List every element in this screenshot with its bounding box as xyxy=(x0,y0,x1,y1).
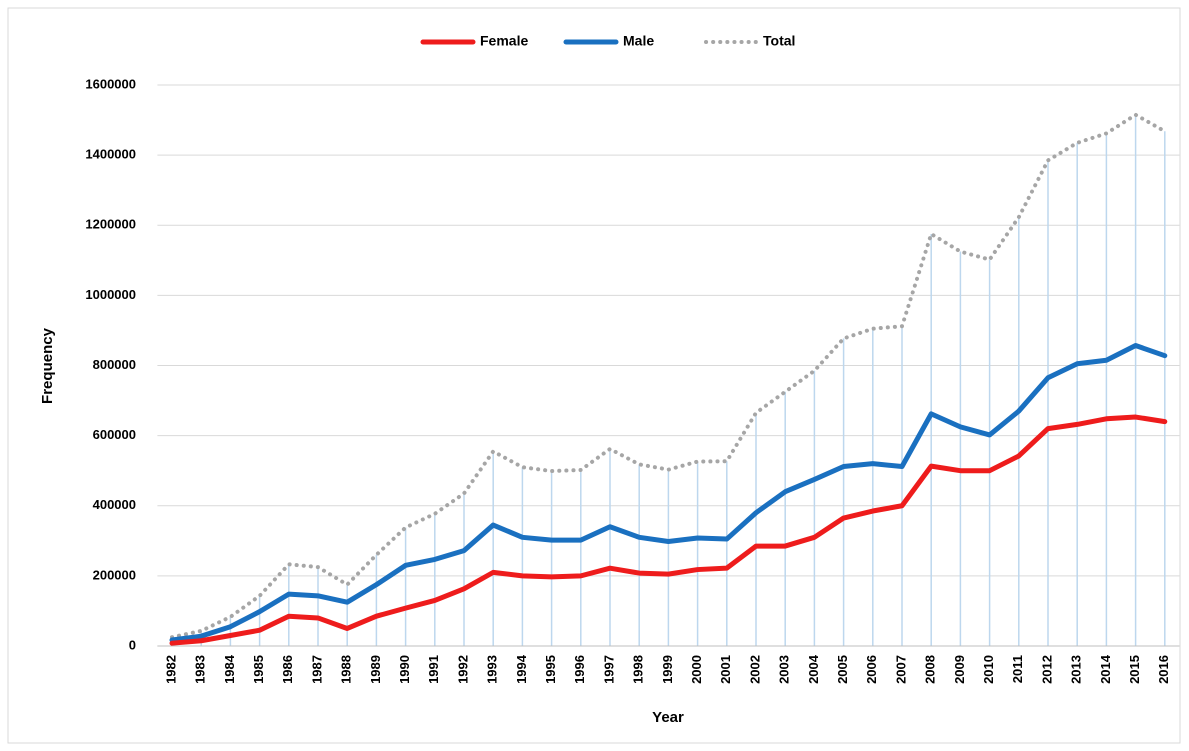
x-tick-label: 2001 xyxy=(718,655,733,684)
x-tick-label: 1982 xyxy=(163,655,178,684)
x-tick-label: 2006 xyxy=(864,655,879,684)
x-tick-label: 2014 xyxy=(1098,654,1113,684)
y-tick-label: 800000 xyxy=(93,357,136,372)
x-tick-label: 2003 xyxy=(777,655,792,684)
x-tick-label: 1985 xyxy=(251,655,266,684)
y-axis-label: Frequency xyxy=(39,327,56,404)
x-tick-label: 1987 xyxy=(309,655,324,684)
x-tick-label: 1988 xyxy=(339,655,354,684)
x-tick-label: 2008 xyxy=(923,655,938,684)
x-tick-label: 2004 xyxy=(806,654,821,684)
x-tick-label: 1995 xyxy=(543,655,558,684)
legend-label: Male xyxy=(623,33,654,49)
chart-frame xyxy=(7,7,1181,744)
x-tick-label: 1992 xyxy=(455,655,470,684)
y-tick-label: 1400000 xyxy=(85,147,136,162)
x-tick-label: 1991 xyxy=(426,655,441,684)
x-tick-label: 1997 xyxy=(601,655,616,684)
legend-label: Female xyxy=(480,33,528,49)
x-tick-label: 2010 xyxy=(981,655,996,684)
x-tick-label: 2015 xyxy=(1127,655,1142,684)
x-tick-label: 2012 xyxy=(1039,655,1054,684)
y-tick-label: 1600000 xyxy=(85,76,136,91)
x-tick-label: 1984 xyxy=(222,654,237,684)
y-tick-label: 1200000 xyxy=(85,217,136,232)
legend-label: Total xyxy=(763,33,795,49)
x-tick-label: 1986 xyxy=(280,655,295,684)
x-tick-label: 2013 xyxy=(1069,655,1084,684)
x-tick-label: 1989 xyxy=(368,655,383,684)
series-line xyxy=(169,343,1168,643)
y-tick-label: 400000 xyxy=(93,497,136,512)
series-line xyxy=(170,112,1167,640)
y-tick-label: 600000 xyxy=(93,427,136,442)
x-tick-label: 2007 xyxy=(893,655,908,684)
y-tick-label: 0 xyxy=(129,637,136,652)
x-tick-label: 1983 xyxy=(193,655,208,684)
y-tick-label: 200000 xyxy=(93,567,136,582)
y-tick-label: 1000000 xyxy=(85,287,136,302)
x-tick-label: 2005 xyxy=(835,655,850,684)
x-tick-label: 1994 xyxy=(514,654,529,684)
x-tick-label: 1998 xyxy=(631,655,646,684)
x-tick-label: 2016 xyxy=(1156,655,1171,684)
x-tick-label: 1993 xyxy=(485,655,500,684)
x-tick-label: 2009 xyxy=(952,655,967,684)
series-line xyxy=(169,414,1168,646)
x-tick-label: 2011 xyxy=(1010,655,1025,683)
x-tick-label: 1999 xyxy=(660,655,675,684)
x-tick-label: 2002 xyxy=(747,655,762,684)
x-axis-label: Year xyxy=(652,709,684,726)
x-tick-label: 2000 xyxy=(689,655,704,684)
x-tick-label: 1996 xyxy=(572,655,587,684)
x-tick-label: 1990 xyxy=(397,655,412,684)
